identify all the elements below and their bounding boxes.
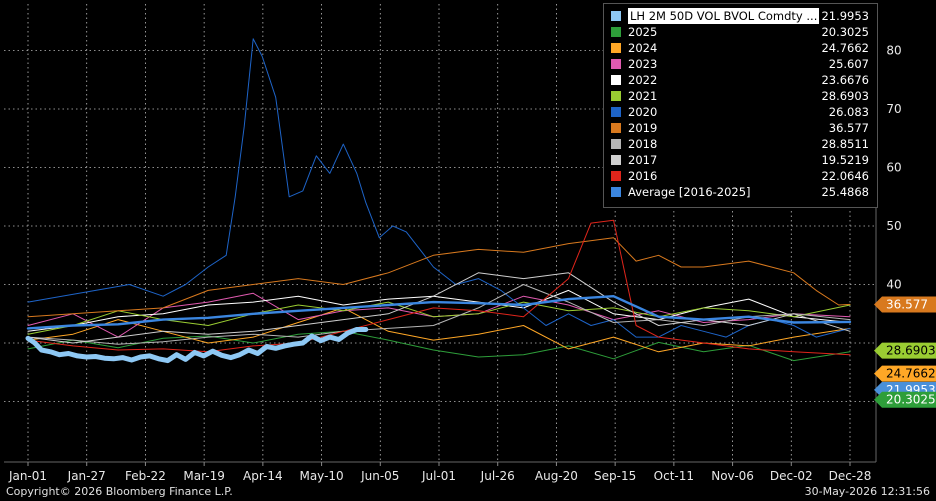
legend-item: 2021 28.6903 <box>608 88 873 104</box>
series-line-2018 <box>27 284 851 345</box>
value-badge-label: 36.577 <box>886 298 928 312</box>
legend-label: 2025 <box>628 25 658 39</box>
y-tick-label: 40 <box>886 278 901 292</box>
legend-item: 2020 26.083 <box>608 104 873 120</box>
value-badge-label: 28.6903 <box>886 344 936 358</box>
legend-value: 22.0646 <box>821 169 869 183</box>
legend-label: 2016 <box>628 169 658 183</box>
value-badge: 36.577 <box>874 296 936 313</box>
legend-value: 25.607 <box>828 57 869 71</box>
legend-swatch <box>611 139 621 149</box>
legend-label: LH 2M 50D VOL BVOL Comdty ... <box>628 8 820 24</box>
legend-swatch <box>611 107 621 117</box>
series-line-2019 <box>27 237 851 318</box>
legend-item: 2018 28.8511 <box>608 136 873 152</box>
series-line-lh-2m-50d-vol-bvol-comdty- <box>25 327 369 364</box>
series-line-average-2016-2025- <box>26 295 852 330</box>
x-tick-label: Jul-26 <box>480 469 515 483</box>
legend-item: LH 2M 50D VOL BVOL Comdty ... 21.9953 <box>608 8 873 24</box>
series-line-2025 <box>27 330 851 362</box>
legend-label: 2021 <box>628 89 658 103</box>
legend-value: 28.8511 <box>821 137 869 151</box>
legend-value: 36.577 <box>828 121 869 135</box>
legend-item: 2025 20.3025 <box>608 24 873 40</box>
legend-value: 21.9953 <box>821 9 869 23</box>
legend-label: 2018 <box>628 137 658 151</box>
legend-item: 2023 25.607 <box>608 56 873 72</box>
value-badge: 28.6903 <box>874 342 936 359</box>
legend-swatch <box>611 187 621 197</box>
legend-value: 19.5219 <box>821 153 869 167</box>
x-tick-label: Jun-05 <box>360 469 399 483</box>
legend-item: 2019 36.577 <box>608 120 873 136</box>
chart-legend: LH 2M 50D VOL BVOL Comdty ... 21.9953 2025… <box>603 3 878 208</box>
legend-swatch <box>611 155 621 165</box>
legend-item: 2016 22.0646 <box>608 168 873 184</box>
legend-swatch <box>611 171 621 181</box>
legend-value: 23.6676 <box>821 73 869 87</box>
x-tick-label: Dec-28 <box>829 469 872 483</box>
x-tick-label: Nov-06 <box>711 469 754 483</box>
series-line-2020 <box>27 38 851 338</box>
x-tick-label: Apr-14 <box>243 469 283 483</box>
legend-item: Average [2016-2025] 25.4868 <box>608 184 873 200</box>
y-tick-label: 80 <box>886 44 901 58</box>
x-tick-label: Sep-15 <box>594 469 636 483</box>
x-tick-label: Aug-20 <box>535 469 578 483</box>
legend-label: 2022 <box>628 73 658 87</box>
legend-label: 2023 <box>628 57 658 71</box>
legend-item: 2017 19.5219 <box>608 152 873 168</box>
x-tick-label: Feb-22 <box>125 469 166 483</box>
x-tick-label: Oct-11 <box>654 469 694 483</box>
legend-label: 2024 <box>628 41 658 55</box>
y-tick-label: 70 <box>886 102 901 116</box>
legend-swatch <box>611 59 621 69</box>
legend-label: 2017 <box>628 153 658 167</box>
legend-label: 2019 <box>628 121 658 135</box>
x-tick-label: Jan-27 <box>67 469 106 483</box>
x-tick-label: May-10 <box>299 469 343 483</box>
legend-swatch <box>611 91 621 101</box>
x-tick-label: Jan-01 <box>8 469 47 483</box>
x-tick-label: Mar-19 <box>183 469 224 483</box>
y-tick-label: 60 <box>886 161 901 175</box>
legend-item: 2022 23.6676 <box>608 72 873 88</box>
legend-label: Average [2016-2025] <box>628 185 751 199</box>
value-badge: 24.7662 <box>874 365 936 382</box>
legend-value: 25.4868 <box>821 185 869 199</box>
x-tick-label: Jul-01 <box>421 469 456 483</box>
legend-value: 24.7662 <box>821 41 869 55</box>
legend-swatch <box>611 75 621 85</box>
value-badge-label: 20.3025 <box>886 393 936 407</box>
series-line-2016 <box>27 219 851 356</box>
legend-value: 28.6903 <box>821 89 869 103</box>
y-tick-label: 50 <box>886 219 901 233</box>
legend-swatch <box>611 123 621 133</box>
legend-label: 2020 <box>628 105 658 119</box>
legend-value: 20.3025 <box>821 25 869 39</box>
legend-value: 26.083 <box>828 105 869 119</box>
value-badge: 20.3025 <box>874 391 936 408</box>
legend-item: 2024 24.7662 <box>608 40 873 56</box>
legend-swatch <box>611 27 621 37</box>
legend-swatch <box>611 11 621 21</box>
legend-swatch <box>611 43 621 53</box>
copyright-text: Copyright© 2026 Bloomberg Finance L.P. <box>6 485 233 498</box>
timestamp-text: 30-May-2026 12:31:56 <box>804 485 930 498</box>
value-badge-label: 24.7662 <box>886 367 936 381</box>
x-tick-label: Dec-02 <box>770 469 813 483</box>
